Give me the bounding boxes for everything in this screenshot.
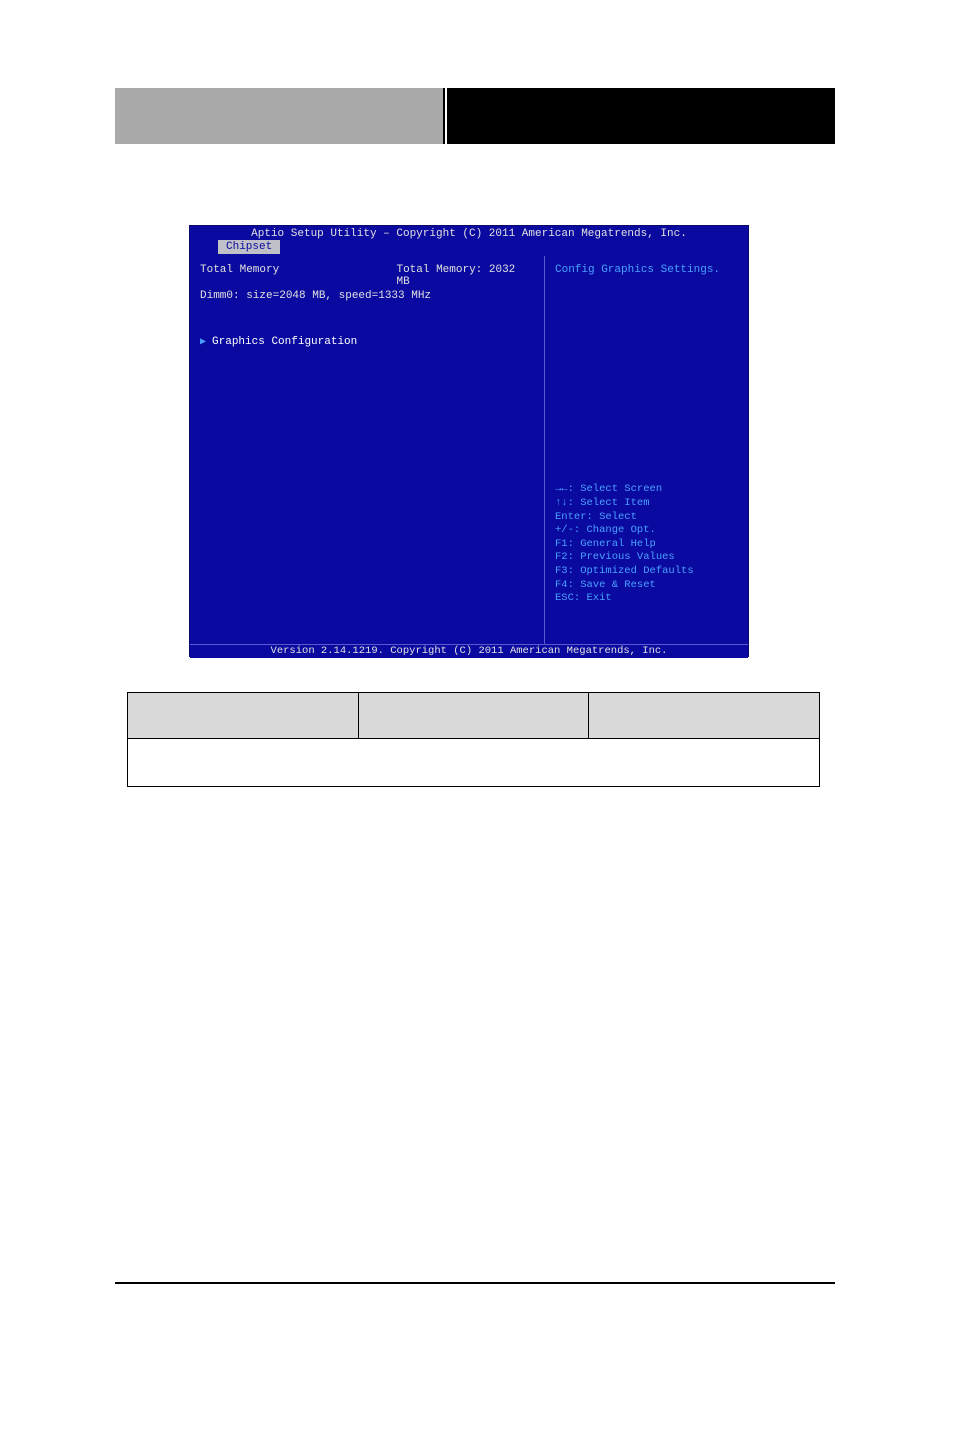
hint-change-opt: +/-: Change Opt. <box>555 524 738 538</box>
col-header-1 <box>128 693 359 739</box>
bios-title: Aptio Setup Utility – Copyright (C) 2011… <box>190 226 748 240</box>
total-memory-label: Total Memory <box>200 264 396 288</box>
doc-header-right <box>447 88 835 144</box>
page-root: Aptio Setup Utility – Copyright (C) 2011… <box>0 0 954 1434</box>
options-table <box>127 692 820 787</box>
bios-footer: Version 2.14.1219. Copyright (C) 2011 Am… <box>190 644 748 658</box>
table-row <box>128 739 820 787</box>
dimm0-line: Dimm0: size=2048 MB, speed=1333 MHz <box>200 290 534 302</box>
hint-opt-defaults: F3: Optimized Defaults <box>555 565 738 579</box>
bios-main-panel: Total Memory Total Memory: 2032 MB Dimm0… <box>190 256 545 644</box>
bios-titlebar: Aptio Setup Utility – Copyright (C) 2011… <box>190 226 748 256</box>
bios-window: Aptio Setup Utility – Copyright (C) 2011… <box>189 225 749 657</box>
tab-chipset[interactable]: Chipset <box>218 240 280 254</box>
hint-exit: ESC: Exit <box>555 592 738 606</box>
hint-enter: Enter: Select <box>555 511 738 525</box>
col-header-2 <box>358 693 589 739</box>
total-memory-value: Total Memory: 2032 MB <box>396 264 534 288</box>
hint-save-reset: F4: Save & Reset <box>555 579 738 593</box>
doc-header-bar <box>115 88 835 144</box>
col-header-3 <box>589 693 820 739</box>
graphics-config-item[interactable]: ▶ Graphics Configuration <box>200 336 534 348</box>
bios-tab-row: Chipset <box>190 240 748 254</box>
hint-select-item: ↑↓: Select Item <box>555 497 738 511</box>
nav-hints: →←: Select Screen ↑↓: Select Item Enter:… <box>555 483 738 636</box>
hint-select-screen: →←: Select Screen <box>555 483 738 497</box>
side-help-text: Config Graphics Settings. <box>555 264 738 276</box>
submenu-arrow-icon: ▶ <box>200 336 206 348</box>
footer-rule <box>115 1282 835 1284</box>
doc-header-left <box>115 88 445 144</box>
graphics-config-label: Graphics Configuration <box>212 336 357 348</box>
hint-previous-values: F2: Previous Values <box>555 551 738 565</box>
table-cell-merged <box>128 739 820 787</box>
total-memory-row: Total Memory Total Memory: 2032 MB <box>200 264 534 288</box>
table-header-row <box>128 693 820 739</box>
hint-general-help: F1: General Help <box>555 538 738 552</box>
bios-side-panel: Config Graphics Settings. →←: Select Scr… <box>545 256 748 644</box>
bios-body: Total Memory Total Memory: 2032 MB Dimm0… <box>190 256 748 644</box>
